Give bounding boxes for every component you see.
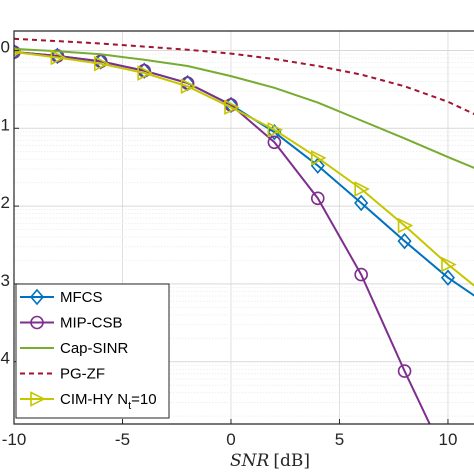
x-tick-label: 10 — [439, 430, 458, 449]
x-tick-label: -5 — [115, 430, 130, 449]
triangle-marker — [180, 78, 197, 95]
diamond-marker — [397, 232, 412, 250]
triangle-marker — [267, 122, 284, 138]
diamond-marker — [354, 194, 369, 212]
legend-label: MIP-CSB — [60, 315, 123, 332]
legend-entry[interactable]: MIP-CSB — [20, 315, 123, 332]
y-tick-label: 0 — [1, 37, 10, 56]
y-tick-label: 3 — [1, 271, 10, 290]
series-2 — [14, 47, 474, 169]
axes-box — [13, 30, 474, 425]
circle-marker — [397, 364, 412, 378]
diamond-marker — [267, 123, 282, 141]
circle-marker — [30, 315, 44, 330]
x-axis-label: SNR [dB] — [230, 451, 310, 471]
circle-marker — [267, 135, 282, 150]
y-tick-label: 2 — [1, 193, 10, 212]
legend-entry[interactable]: CIM-HY Nt=10 — [20, 391, 157, 412]
legend-label: PG-ZF — [60, 366, 105, 383]
legend-label: MFCS — [60, 289, 103, 306]
axes: -10 -5 0 5 10 0 1 2 3 4 SNR [dB] — [1, 30, 474, 471]
y-tick-label: 1 — [1, 115, 10, 134]
triangle-marker — [137, 65, 153, 81]
triangle-marker — [310, 150, 327, 166]
plot-area — [14, 37, 474, 424]
diamond-marker — [29, 288, 45, 306]
series-line — [14, 47, 474, 169]
legend-label: CIM-HY Nt=10 — [60, 391, 157, 412]
series-4 — [14, 47, 474, 287]
diamond-marker — [50, 47, 65, 65]
triangle-marker — [224, 99, 240, 116]
x-tick-label: 5 — [335, 430, 344, 449]
legend[interactable]: MFCS MIP-CSB Cap-SINR PG-ZF CIM-HY Nt=10 — [15, 283, 170, 419]
triangle-marker — [93, 55, 110, 72]
series-line — [14, 51, 474, 287]
legend-box — [15, 283, 170, 419]
triangle-marker — [354, 181, 370, 197]
circle-marker — [310, 191, 325, 206]
triangle-marker — [397, 217, 414, 234]
legend-entry[interactable]: PG-ZF — [20, 366, 105, 383]
triangle-marker — [441, 256, 457, 273]
x-tick-label: 0 — [226, 430, 235, 449]
circle-marker — [354, 267, 368, 282]
series-line — [14, 51, 431, 424]
legend-entry[interactable]: MFCS — [20, 288, 103, 306]
legend-label: Cap-SINR — [60, 340, 129, 357]
y-tick-label: 4 — [1, 349, 10, 368]
triangle-marker — [50, 49, 67, 66]
diamond-marker — [440, 269, 456, 286]
legend-entry[interactable]: Cap-SINR — [20, 340, 129, 357]
triangle-marker — [30, 391, 46, 407]
x-tick-label: -10 — [2, 430, 27, 449]
